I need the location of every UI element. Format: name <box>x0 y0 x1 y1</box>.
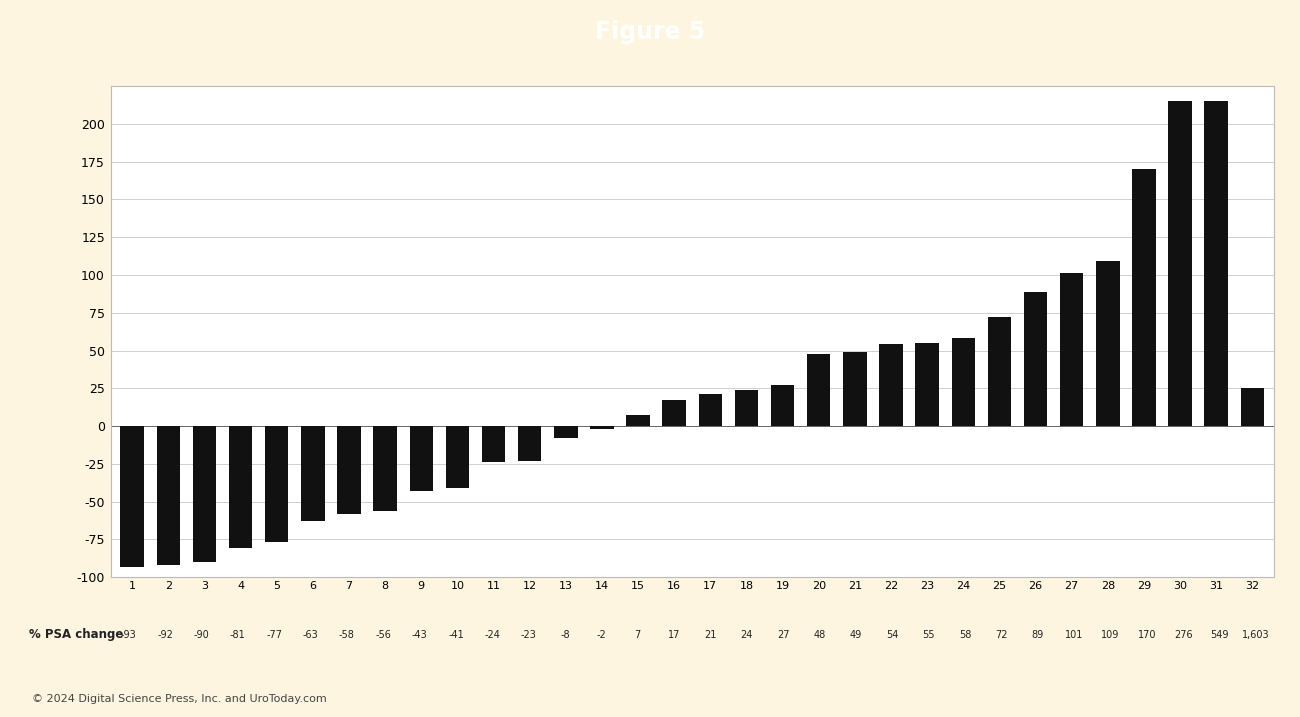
Text: -58: -58 <box>339 630 355 640</box>
Bar <box>337 426 360 513</box>
Text: -56: -56 <box>376 630 391 640</box>
Bar <box>302 426 325 521</box>
Text: 55: 55 <box>922 630 935 640</box>
Text: -43: -43 <box>412 630 428 640</box>
Text: 72: 72 <box>994 630 1008 640</box>
Bar <box>879 344 902 426</box>
Text: 49: 49 <box>850 630 862 640</box>
Text: 109: 109 <box>1101 630 1119 640</box>
Bar <box>1204 101 1228 426</box>
Bar <box>446 426 469 488</box>
Bar <box>915 343 939 426</box>
Text: © 2024 Digital Science Press, Inc. and UroToday.com: © 2024 Digital Science Press, Inc. and U… <box>32 694 328 704</box>
Bar <box>844 352 867 426</box>
Bar <box>121 426 144 566</box>
Text: -77: -77 <box>266 630 282 640</box>
Bar <box>192 426 216 562</box>
Bar <box>554 426 577 438</box>
Bar <box>988 317 1011 426</box>
Bar <box>590 426 614 429</box>
Text: -2: -2 <box>597 630 606 640</box>
Text: 101: 101 <box>1065 630 1083 640</box>
Text: -90: -90 <box>194 630 209 640</box>
Bar <box>771 385 794 426</box>
Text: -23: -23 <box>521 630 537 640</box>
Text: 276: 276 <box>1174 630 1192 640</box>
Text: -81: -81 <box>230 630 246 640</box>
Text: -63: -63 <box>303 630 318 640</box>
Text: 24: 24 <box>741 630 753 640</box>
Bar <box>410 426 433 491</box>
Bar <box>734 390 758 426</box>
Bar <box>1096 261 1119 426</box>
Bar <box>229 426 252 549</box>
Bar <box>1132 169 1156 426</box>
Text: 54: 54 <box>887 630 898 640</box>
Bar <box>482 426 506 462</box>
Bar <box>663 400 686 426</box>
Text: -41: -41 <box>448 630 464 640</box>
Text: 21: 21 <box>705 630 716 640</box>
Text: 48: 48 <box>814 630 826 640</box>
Text: 170: 170 <box>1138 630 1156 640</box>
Text: 1,603: 1,603 <box>1242 630 1270 640</box>
Text: 89: 89 <box>1031 630 1044 640</box>
Bar <box>807 353 831 426</box>
Text: 27: 27 <box>777 630 789 640</box>
Text: % PSA change: % PSA change <box>29 628 124 641</box>
Text: 58: 58 <box>959 630 971 640</box>
Bar <box>1024 292 1048 426</box>
Bar <box>1240 389 1264 426</box>
Bar <box>373 426 396 511</box>
Text: -92: -92 <box>157 630 173 640</box>
Bar <box>627 415 650 426</box>
Bar <box>1060 273 1083 426</box>
Text: -8: -8 <box>560 630 569 640</box>
Bar <box>265 426 289 543</box>
Text: 7: 7 <box>634 630 641 640</box>
Bar <box>1169 101 1192 426</box>
Text: Figure 5: Figure 5 <box>595 19 705 44</box>
Text: 17: 17 <box>668 630 680 640</box>
Bar <box>156 426 181 565</box>
Text: 549: 549 <box>1210 630 1228 640</box>
Text: -24: -24 <box>485 630 500 640</box>
Bar <box>952 338 975 426</box>
Bar <box>698 394 722 426</box>
Text: -93: -93 <box>121 630 136 640</box>
Bar <box>517 426 541 461</box>
